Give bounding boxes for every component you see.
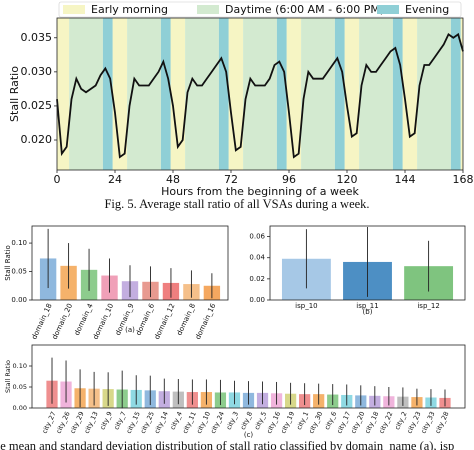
period-band xyxy=(160,18,171,170)
y-tick-label: 0.10 xyxy=(11,239,27,247)
y-tick-label: 0.00 xyxy=(13,404,27,412)
x-tick-label: 72 xyxy=(224,173,238,186)
y-tick-label: 0.00 xyxy=(11,296,27,304)
plot-frame xyxy=(56,17,464,171)
x-tick-label: isp_10 xyxy=(295,302,317,310)
x-axis-label: Hours from the beginning of a week xyxy=(161,185,359,198)
plot-frame xyxy=(269,225,466,301)
x-tick-label: domain_8 xyxy=(175,302,197,336)
period-band xyxy=(127,18,161,170)
period-band xyxy=(301,18,335,170)
period-band xyxy=(402,18,418,170)
legend-box xyxy=(58,1,462,18)
y-tick-label: 0.020 xyxy=(21,133,53,146)
panel-label: (a) xyxy=(125,326,135,334)
x-tick-label: domain_6 xyxy=(134,302,156,337)
y-tick-label: 0.02 xyxy=(249,275,265,283)
period-band xyxy=(359,18,393,170)
x-tick-label: domain_12 xyxy=(153,302,177,340)
x-tick-label: 168 xyxy=(453,173,474,186)
period-band xyxy=(417,18,451,170)
y-tick-label: 0.035 xyxy=(21,31,53,44)
period-band xyxy=(185,18,219,170)
legend-swatch xyxy=(197,5,219,14)
period-band xyxy=(102,18,113,170)
period-band xyxy=(243,18,277,170)
plot-frame xyxy=(31,225,229,301)
y-tick-label: 0.025 xyxy=(21,99,53,112)
y-tick-label: 0.05 xyxy=(11,268,27,276)
y-axis-label: Stall Ratio xyxy=(4,360,12,393)
x-tick-label: 48 xyxy=(166,173,180,186)
period-band xyxy=(170,18,186,170)
y-tick-label: 0.00 xyxy=(249,296,265,304)
period-band xyxy=(276,18,287,170)
x-tick-label: 96 xyxy=(282,173,296,186)
period-band xyxy=(450,18,461,170)
legend-label: Daytime (6:00 AM - 6:00 PM) xyxy=(225,3,384,16)
x-tick-label: domain_18 xyxy=(30,302,54,340)
period-band xyxy=(228,18,244,170)
y-tick-label: 0.06 xyxy=(249,233,265,241)
x-tick-label: 24 xyxy=(108,173,122,186)
period-band xyxy=(69,18,103,170)
legend-label: Early morning xyxy=(91,3,168,16)
legend-swatch xyxy=(63,5,85,14)
legend-swatch xyxy=(377,5,399,14)
panel-label: (c) xyxy=(244,431,254,439)
caption: he mean and standard deviation distribut… xyxy=(0,439,454,450)
period-band xyxy=(460,18,463,170)
x-tick-label: domain_10 xyxy=(92,302,116,340)
x-tick-label: 144 xyxy=(395,173,416,186)
y-tick-label: 0.05 xyxy=(13,383,27,391)
legend-label: Evening xyxy=(405,3,449,16)
x-tick-label: domain_4 xyxy=(73,302,95,337)
y-tick-label: 0.030 xyxy=(21,65,53,78)
period-band xyxy=(334,18,345,170)
caption: Fig. 5. Average stall ratio of all VSAs … xyxy=(104,197,369,211)
y-tick-label: 0.04 xyxy=(249,254,265,262)
x-tick-label: 0 xyxy=(54,173,61,186)
period-band xyxy=(344,18,360,170)
y-axis-label: Stall Ratio xyxy=(8,66,21,122)
x-tick-label: domain_20 xyxy=(51,302,75,340)
plot-frame xyxy=(31,344,466,409)
x-tick-label: isp_11 xyxy=(356,302,378,310)
panel-label: (b) xyxy=(363,308,373,316)
x-tick-label: 120 xyxy=(337,173,358,186)
line-series xyxy=(56,32,464,159)
period-band xyxy=(218,18,229,170)
period-band xyxy=(392,18,403,170)
y-tick-label: 0.10 xyxy=(13,362,27,370)
y-axis-label: Stall Ratio xyxy=(4,245,12,281)
x-tick-label: isp_12 xyxy=(417,302,439,310)
x-tick-label: domain_16 xyxy=(194,302,218,341)
